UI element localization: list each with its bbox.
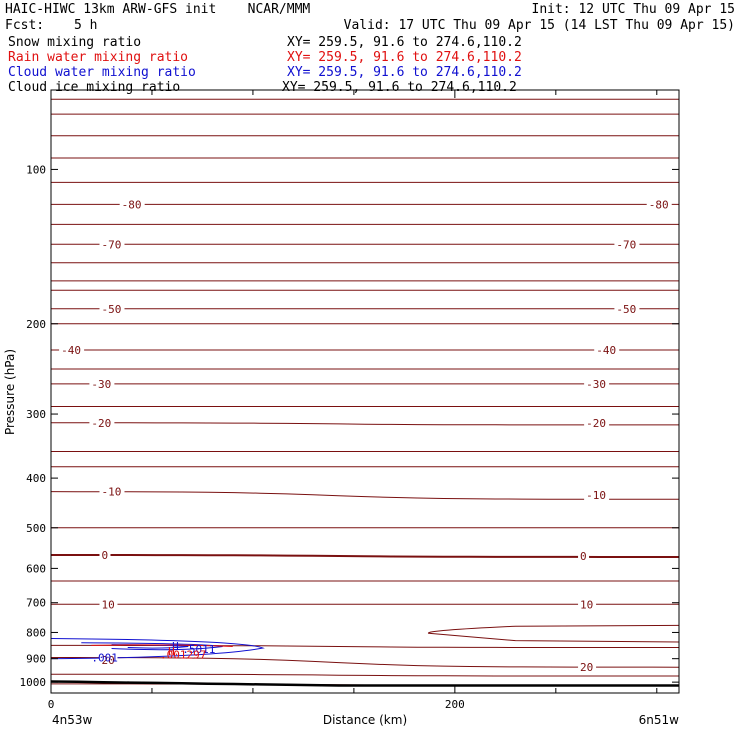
isotherm-label: -20 xyxy=(586,417,606,430)
y-axis-title: Pressure (hPa) xyxy=(3,349,17,435)
field-xy-snow: XY= 259.5, 91.6 to 274.6,110.2 xyxy=(287,35,522,50)
contour-label-bg xyxy=(578,549,590,562)
contour-labels: -80 -80 -70 -70 -50 -50 -40 -40 -30 -30 -20 -20 -10 -… xyxy=(59,198,672,674)
terrain-line xyxy=(50,680,679,687)
contour-label-bg xyxy=(614,238,640,251)
valid-time: Valid: 17 UTC Thu 09 Apr 15 (14 LST Thu … xyxy=(343,18,735,33)
isotherm-label: -50 xyxy=(616,303,636,316)
contour-label-bg xyxy=(578,661,597,674)
isotherm-label: -50 xyxy=(101,303,121,316)
contour-value-label: .001 xyxy=(91,651,118,664)
field-name-rain: Rain water mixing ratio xyxy=(8,50,189,65)
isotherm-label: 10 xyxy=(101,598,114,611)
isotherm-label: 20 xyxy=(580,661,593,674)
max-marker: H xyxy=(168,645,175,658)
x-axis-title: Distance (km) xyxy=(323,713,407,727)
rain-water-contour xyxy=(91,644,233,647)
isotherm-label: -40 xyxy=(61,344,81,357)
cloud-water-contour xyxy=(50,637,265,660)
isotherm-label: -80 xyxy=(649,198,669,211)
isotherm-line xyxy=(51,657,680,668)
isotherm-label: 0 xyxy=(101,549,108,562)
contour-label-bg xyxy=(99,653,118,666)
contour-label-bg xyxy=(119,198,145,211)
y-tick-label: 600 xyxy=(26,562,46,575)
contour-label-bg xyxy=(99,549,111,562)
x-axis: 0 200 xyxy=(48,90,658,711)
contour-label-bg xyxy=(646,198,672,211)
x-tick-label: 200 xyxy=(445,698,465,711)
field-xy-cloud-ice: XY= 259.5, 91.6 to 274.6,110.2 xyxy=(282,80,517,95)
isotherm-line-unlabeled xyxy=(51,644,679,648)
isotherm-line-unlabeled xyxy=(51,673,679,677)
contour-label-bg xyxy=(89,377,115,390)
y-tick-label: 400 xyxy=(26,472,46,485)
isotherm-label: -70 xyxy=(616,238,636,251)
field-xy-rain: XY= 259.5, 91.6 to 274.6,110.2 xyxy=(287,50,522,65)
isotherm-label: -20 xyxy=(91,417,111,430)
isotherm-line xyxy=(51,422,679,426)
field-xy-cloud-water: XY= 259.5, 91.6 to 274.6,110.2 xyxy=(287,65,522,80)
isotherm-line xyxy=(50,491,679,500)
special-contours xyxy=(50,624,680,687)
isotherm-label: -40 xyxy=(596,344,616,357)
init-time: Init: 12 UTC Thu 09 Apr 15 xyxy=(531,2,736,17)
contour-label-bg xyxy=(594,343,620,356)
isotherm-line xyxy=(51,554,679,558)
contour-label-bg xyxy=(584,377,610,390)
isotherm-label: -10 xyxy=(101,486,121,499)
field-name-cloud-ice: Cloud ice mixing ratio xyxy=(8,80,181,95)
y-tick-label: 800 xyxy=(26,626,46,639)
plot-frame xyxy=(50,89,680,694)
isotherm-label: -10 xyxy=(586,489,606,502)
plot-title: HAIC-HIWC 13km ARW-GFS init NCAR/MMM xyxy=(5,2,311,17)
contour-label-bg xyxy=(99,238,125,251)
y-tick-label: 100 xyxy=(26,163,46,176)
isotherm-label: 10 xyxy=(580,598,593,611)
y-tick-label: 700 xyxy=(26,597,46,610)
temperature-contours xyxy=(50,98,680,687)
right-endpoint-label: 6n51w xyxy=(639,713,680,727)
isotherm-label: 0 xyxy=(580,550,587,563)
isotherm-label: -30 xyxy=(91,378,111,391)
contour-label-bg xyxy=(99,485,125,498)
field-name-snow: Snow mixing ratio xyxy=(8,35,142,50)
isotherm-label: -80 xyxy=(122,198,142,211)
isotherm-label: -70 xyxy=(101,238,121,251)
contour-label-bg xyxy=(614,302,640,315)
contour-label-bg xyxy=(578,598,597,611)
contour-value-label: .5011 xyxy=(182,643,215,656)
forecast-hour: 5 h xyxy=(74,18,98,33)
y-tick-label: 1000 xyxy=(20,676,47,689)
forecast-label: Fcst: xyxy=(5,18,45,33)
isotherm-label: 20 xyxy=(101,654,114,667)
left-endpoint-label: 4n53w xyxy=(52,713,93,727)
contour-label-bg xyxy=(99,302,125,315)
x-tick-label: 0 xyxy=(48,698,55,711)
field-name-cloud-water: Cloud water mixing ratio xyxy=(8,65,196,80)
contour-label-bg xyxy=(89,416,115,429)
y-tick-label: 300 xyxy=(26,408,46,421)
y-tick-label: 500 xyxy=(26,522,46,535)
y-tick-label: 200 xyxy=(26,318,46,331)
isotherm-label: -30 xyxy=(586,378,606,391)
contour-label-bg xyxy=(584,416,610,429)
contour-label-bg xyxy=(584,489,610,502)
contour-label-bg xyxy=(59,343,85,356)
contour-value-label: .001297 xyxy=(160,648,206,661)
contour-label-bg xyxy=(99,598,118,611)
max-marker: H xyxy=(172,640,179,653)
y-tick-label: 900 xyxy=(26,653,46,666)
warm-tongue-contour xyxy=(428,624,680,643)
